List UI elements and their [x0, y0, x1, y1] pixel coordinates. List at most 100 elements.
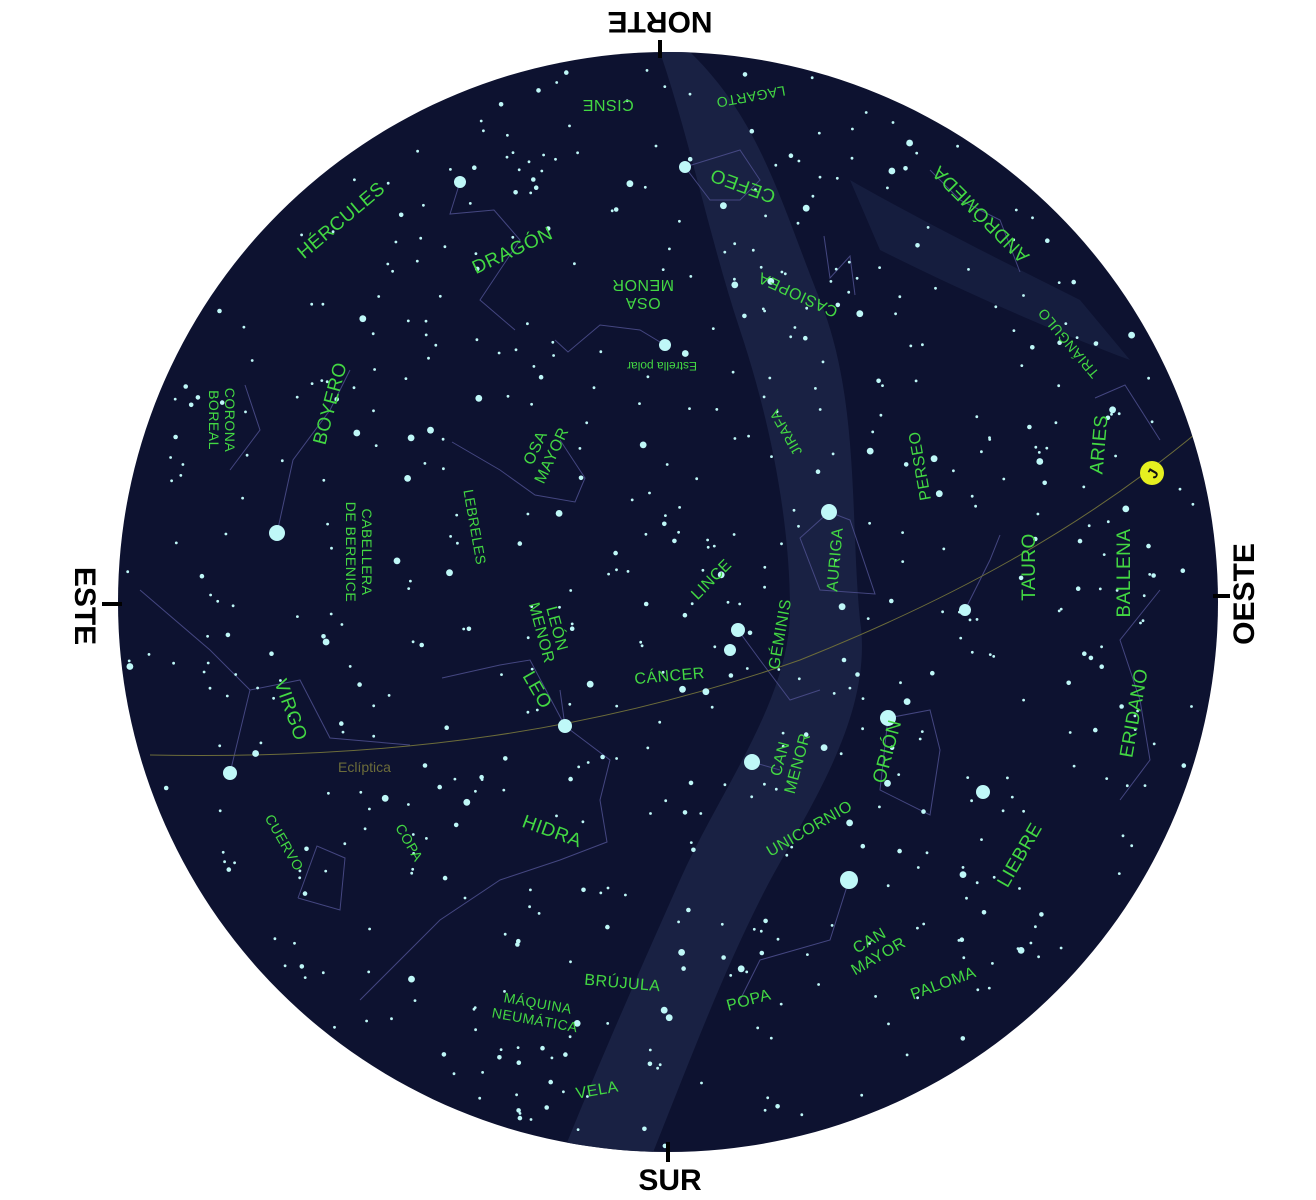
star-sirius [840, 871, 858, 889]
star [678, 506, 681, 509]
star [531, 177, 536, 182]
star [368, 807, 371, 811]
star [544, 1105, 549, 1110]
star [404, 377, 408, 380]
cardinal-ticks [102, 40, 1230, 1162]
star [580, 476, 584, 480]
star [299, 964, 305, 969]
star [208, 686, 212, 690]
star [1139, 621, 1142, 625]
star [310, 302, 314, 306]
star [987, 986, 991, 990]
star [1029, 941, 1033, 945]
star [581, 887, 586, 893]
star [733, 437, 737, 440]
star [371, 332, 375, 336]
star [242, 325, 246, 329]
star [1146, 543, 1151, 549]
star [1036, 512, 1040, 516]
star [889, 598, 894, 604]
star [126, 663, 134, 670]
star [916, 866, 920, 869]
star [626, 570, 630, 573]
star [1147, 376, 1150, 380]
star [442, 875, 448, 881]
star [959, 871, 967, 878]
star [815, 469, 821, 475]
star [568, 1035, 572, 1039]
star [183, 384, 188, 389]
star [689, 841, 693, 844]
star [503, 756, 508, 761]
star [517, 168, 521, 172]
star [1088, 655, 1094, 661]
star [811, 194, 815, 198]
star [550, 1056, 554, 1060]
star [377, 295, 381, 298]
star [526, 636, 530, 640]
star [340, 623, 344, 626]
star [172, 661, 176, 665]
star [322, 638, 330, 646]
planet-jupiter: J [1140, 461, 1164, 485]
star [1128, 331, 1135, 339]
star [701, 568, 705, 572]
star [613, 207, 619, 212]
star-polaris [659, 339, 671, 351]
star [568, 776, 573, 782]
star [526, 512, 530, 516]
star [527, 160, 531, 164]
star [994, 305, 998, 309]
star [530, 402, 533, 406]
star [1033, 536, 1038, 542]
star [1102, 553, 1106, 556]
label-aries: ARIES [1086, 414, 1112, 475]
star [1001, 809, 1005, 813]
star [781, 744, 785, 748]
star [540, 169, 544, 173]
star [174, 541, 178, 545]
star [613, 550, 618, 556]
star [901, 531, 904, 534]
star [1141, 619, 1145, 623]
star [921, 809, 926, 814]
star [750, 795, 754, 799]
star [914, 379, 918, 383]
star [373, 368, 376, 371]
star [768, 376, 772, 380]
star [427, 426, 434, 434]
star [821, 360, 825, 364]
star [170, 479, 174, 483]
polar-star-label: Estrella polar [627, 359, 697, 373]
star [1151, 573, 1156, 578]
star [856, 310, 864, 318]
ecliptic-label: Eclíptica [338, 759, 391, 775]
star [1010, 795, 1014, 799]
star [252, 750, 259, 757]
star [645, 69, 649, 72]
star [272, 696, 275, 700]
star [1075, 586, 1081, 591]
star [536, 88, 541, 93]
star [920, 730, 924, 733]
star [665, 1014, 673, 1022]
star [747, 630, 753, 636]
star [1072, 764, 1076, 768]
star [921, 343, 924, 347]
star [1110, 412, 1113, 416]
star [1121, 834, 1125, 838]
star [774, 163, 778, 167]
star [803, 335, 808, 341]
star [899, 681, 902, 685]
star [681, 966, 686, 971]
star [713, 645, 717, 649]
star [233, 861, 237, 865]
star [788, 153, 794, 158]
star [555, 814, 558, 818]
star [731, 370, 735, 374]
star [648, 491, 651, 495]
star [1082, 651, 1087, 656]
star [717, 571, 725, 579]
star [866, 447, 874, 455]
star-betelgeuse [880, 710, 896, 726]
